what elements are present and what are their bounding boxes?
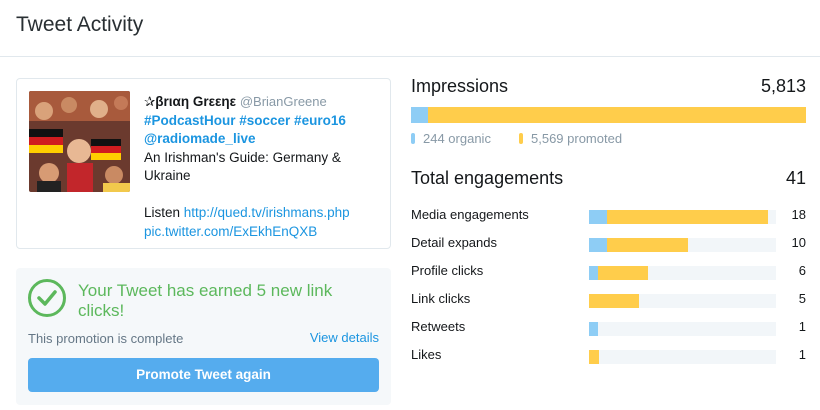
- engagement-organic-segment: [589, 322, 599, 336]
- view-details-link[interactable]: View details: [309, 330, 379, 345]
- engagement-value: 5: [798, 291, 806, 306]
- engagement-label: Detail expands: [411, 235, 497, 250]
- engagement-bar: [589, 266, 776, 280]
- engagement-promoted-segment: [607, 210, 768, 224]
- engagement-row: Link clicks 5: [411, 290, 806, 310]
- page-header: Tweet Activity: [0, 0, 820, 57]
- tweet-photo[interactable]: [29, 91, 130, 192]
- tweet-pic-link[interactable]: pic.twitter.com/ExEkhEnQXB: [144, 223, 318, 239]
- total-engagements-value: 41: [785, 168, 806, 188]
- legend-promoted: 5,569 promoted: [519, 131, 622, 146]
- engagement-row: Likes 1: [411, 346, 806, 366]
- engagement-value: 10: [791, 235, 806, 250]
- promoted-count: 5,569 promoted: [531, 131, 623, 146]
- tweet-text: An Irishman's Guide: Germany & Ukraine: [144, 149, 341, 184]
- organic-legend-swatch: [411, 133, 415, 144]
- engagement-bar: [589, 322, 776, 336]
- impressions-total: 5,813: [760, 76, 806, 96]
- engagement-label: Link clicks: [411, 291, 471, 306]
- engagement-promoted-segment: [589, 294, 640, 308]
- promotion-panel: Your Tweet has earned 5 new link clicks!…: [16, 268, 391, 405]
- impressions-organic-segment: [411, 107, 428, 123]
- engagement-value: 1: [798, 347, 806, 362]
- tweet-listen-text: Listen: [144, 205, 184, 220]
- author-name[interactable]: ✰βrιαη Grεεηε: [144, 94, 237, 109]
- engagement-value: 6: [798, 263, 806, 278]
- promotion-status: This promotion is complete: [28, 331, 184, 346]
- engagement-label: Likes: [411, 347, 442, 362]
- engagement-bar: [589, 350, 776, 364]
- impressions-promoted-segment: [427, 107, 806, 123]
- tweet-url-link[interactable]: http://qued.tv/irishmans.php: [183, 205, 350, 220]
- engagement-organic-segment: [589, 210, 608, 224]
- impressions-label: Impressions: [411, 76, 509, 96]
- engagement-row: Retweets 1: [411, 318, 806, 338]
- engagement-row: Media engagements 18: [411, 206, 806, 226]
- engagement-label: Retweets: [411, 319, 466, 334]
- engagement-organic-segment: [589, 266, 599, 280]
- engagement-promoted-segment: [598, 266, 649, 280]
- engagement-value: 1: [798, 319, 806, 334]
- engagement-promoted-segment: [607, 238, 688, 252]
- page-title: Tweet Activity: [16, 13, 144, 36]
- promote-tweet-again-button[interactable]: Promote Tweet again: [28, 358, 379, 392]
- impressions-bar: [411, 107, 806, 123]
- engagement-promoted-segment: [589, 350, 600, 364]
- tweet-card[interactable]: ✰βrιαη Grεεηε @BrianGreene #PodcastHour …: [16, 78, 391, 249]
- engagement-value: 18: [791, 207, 806, 222]
- author-handle[interactable]: @BrianGreene: [239, 94, 327, 109]
- engagement-bar: [589, 294, 776, 308]
- engagement-bar: [589, 238, 776, 252]
- engagement-label: Profile clicks: [411, 263, 484, 278]
- tweet-body: ✰βrιαη Grεεηε @BrianGreene #PodcastHour …: [144, 93, 379, 241]
- organic-count: 244 organic: [423, 131, 491, 146]
- total-engagements-label: Total engagements: [411, 168, 564, 188]
- legend-organic: 244 organic: [411, 131, 491, 146]
- engagement-organic-segment: [589, 238, 608, 252]
- tweet-hashtags[interactable]: #PodcastHour #soccer #euro16: [144, 112, 346, 128]
- promoted-legend-swatch: [519, 133, 523, 144]
- engagement-label: Media engagements: [411, 207, 529, 222]
- engagement-row: Profile clicks 6: [411, 262, 806, 282]
- engagement-bar: [589, 210, 776, 224]
- success-check-icon: [28, 279, 66, 317]
- engagement-row: Detail expands 10: [411, 234, 806, 254]
- promotion-headline: Your Tweet has earned 5 new link clicks!: [78, 281, 333, 320]
- tweet-mention[interactable]: @radiomade_live: [144, 131, 256, 146]
